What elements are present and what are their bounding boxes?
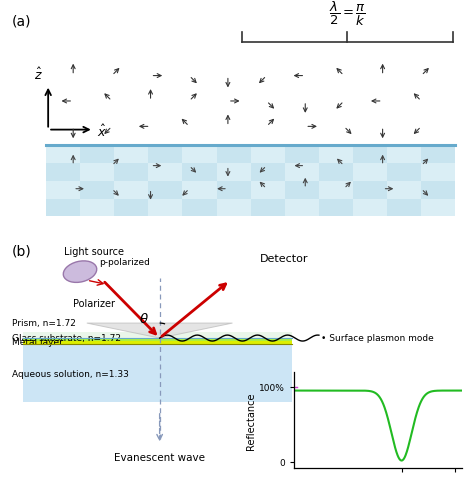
- Bar: [114, 199, 148, 217]
- Bar: [23, 345, 292, 403]
- Bar: [80, 163, 114, 181]
- Text: $\hat{x}$: $\hat{x}$: [97, 123, 107, 139]
- Bar: [251, 145, 285, 163]
- Bar: [421, 163, 456, 181]
- Bar: [182, 163, 217, 181]
- Bar: [319, 199, 353, 217]
- Text: (b): (b): [12, 244, 31, 258]
- Bar: [23, 338, 292, 342]
- Bar: [353, 181, 387, 199]
- Text: • Surface plasmon mode: • Surface plasmon mode: [321, 333, 434, 342]
- Bar: [285, 199, 319, 217]
- Bar: [46, 199, 80, 217]
- Text: Metal layer: Metal layer: [12, 337, 63, 346]
- Bar: [285, 145, 319, 163]
- Bar: [387, 199, 421, 217]
- Bar: [182, 199, 217, 217]
- Polygon shape: [87, 324, 232, 338]
- Bar: [353, 163, 387, 181]
- Bar: [387, 145, 421, 163]
- Text: Polarizer: Polarizer: [73, 298, 115, 308]
- Bar: [319, 145, 353, 163]
- Bar: [319, 163, 353, 181]
- Bar: [46, 145, 80, 163]
- Bar: [148, 199, 182, 217]
- Bar: [285, 181, 319, 199]
- Bar: [217, 163, 251, 181]
- Text: $\theta$: $\theta$: [139, 311, 149, 325]
- Text: p-polarized: p-polarized: [99, 257, 150, 266]
- Bar: [182, 181, 217, 199]
- Bar: [80, 145, 114, 163]
- Y-axis label: Reflectance: Reflectance: [246, 391, 256, 449]
- Bar: [114, 163, 148, 181]
- Text: Light source: Light source: [64, 246, 124, 256]
- Bar: [114, 181, 148, 199]
- Text: Prism, n=1.72: Prism, n=1.72: [12, 318, 76, 327]
- Text: Aqueous solution, n=1.33: Aqueous solution, n=1.33: [12, 369, 128, 378]
- Bar: [148, 181, 182, 199]
- Bar: [251, 181, 285, 199]
- Text: $\hat{z}$: $\hat{z}$: [34, 66, 43, 83]
- Bar: [148, 163, 182, 181]
- Text: $\dfrac{\lambda}{2} = \dfrac{\pi}{k}$: $\dfrac{\lambda}{2} = \dfrac{\pi}{k}$: [329, 0, 366, 28]
- Text: Detector: Detector: [260, 253, 308, 264]
- Bar: [23, 342, 292, 345]
- Bar: [217, 181, 251, 199]
- Text: (a): (a): [12, 14, 31, 28]
- Bar: [148, 145, 182, 163]
- Text: Glass substrate, n=1.72: Glass substrate, n=1.72: [12, 334, 121, 342]
- Bar: [182, 145, 217, 163]
- Bar: [114, 145, 148, 163]
- Bar: [251, 163, 285, 181]
- Bar: [421, 145, 456, 163]
- Bar: [353, 145, 387, 163]
- Ellipse shape: [64, 261, 97, 283]
- Bar: [80, 199, 114, 217]
- Bar: [251, 199, 285, 217]
- Bar: [387, 181, 421, 199]
- Bar: [46, 163, 80, 181]
- Bar: [387, 163, 421, 181]
- Bar: [80, 181, 114, 199]
- Text: Evanescent wave: Evanescent wave: [114, 452, 205, 462]
- Bar: [46, 181, 80, 199]
- Bar: [23, 332, 292, 338]
- Bar: [217, 199, 251, 217]
- Bar: [217, 145, 251, 163]
- Bar: [285, 163, 319, 181]
- Bar: [421, 181, 456, 199]
- Bar: [353, 199, 387, 217]
- Bar: [421, 199, 456, 217]
- Bar: [319, 181, 353, 199]
